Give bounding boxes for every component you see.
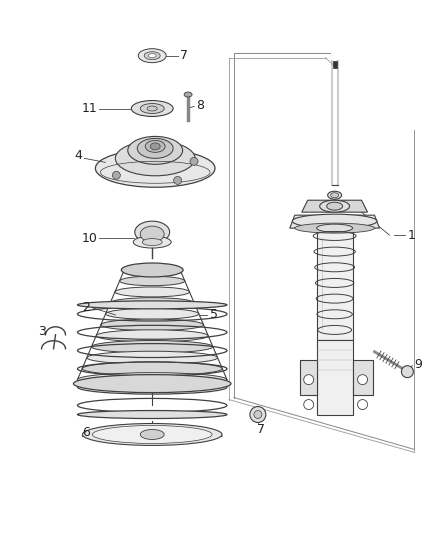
Circle shape xyxy=(357,375,367,385)
Ellipse shape xyxy=(137,139,173,158)
Ellipse shape xyxy=(317,224,353,232)
Ellipse shape xyxy=(147,106,157,111)
Ellipse shape xyxy=(95,149,215,187)
Ellipse shape xyxy=(327,202,343,210)
Polygon shape xyxy=(290,215,379,228)
Ellipse shape xyxy=(124,265,180,274)
Ellipse shape xyxy=(295,223,374,233)
Polygon shape xyxy=(317,340,353,415)
Ellipse shape xyxy=(78,301,227,309)
Circle shape xyxy=(254,410,262,418)
Ellipse shape xyxy=(78,410,227,418)
Ellipse shape xyxy=(106,309,199,319)
Circle shape xyxy=(401,366,413,378)
Polygon shape xyxy=(300,360,317,394)
Ellipse shape xyxy=(148,54,156,58)
Ellipse shape xyxy=(144,52,160,60)
Text: 7: 7 xyxy=(180,49,188,62)
Ellipse shape xyxy=(140,430,164,439)
Ellipse shape xyxy=(82,424,222,446)
Ellipse shape xyxy=(140,226,164,242)
Polygon shape xyxy=(332,61,337,68)
Ellipse shape xyxy=(78,373,227,386)
Ellipse shape xyxy=(184,92,192,97)
Ellipse shape xyxy=(128,136,183,164)
Text: 1: 1 xyxy=(407,229,415,241)
Circle shape xyxy=(113,171,120,179)
Text: 6: 6 xyxy=(82,426,90,439)
Ellipse shape xyxy=(110,297,194,308)
Polygon shape xyxy=(317,228,353,340)
Ellipse shape xyxy=(74,375,231,393)
Ellipse shape xyxy=(138,49,166,63)
Circle shape xyxy=(190,157,198,165)
Text: 10: 10 xyxy=(81,232,97,245)
Ellipse shape xyxy=(115,141,195,176)
Ellipse shape xyxy=(92,341,213,353)
Ellipse shape xyxy=(121,263,183,277)
Ellipse shape xyxy=(135,221,170,243)
Ellipse shape xyxy=(92,425,212,443)
Ellipse shape xyxy=(320,200,350,212)
Ellipse shape xyxy=(96,330,208,342)
Ellipse shape xyxy=(82,362,223,375)
Ellipse shape xyxy=(140,103,164,114)
Ellipse shape xyxy=(115,287,190,297)
Text: 11: 11 xyxy=(81,102,97,115)
Ellipse shape xyxy=(328,191,342,199)
Circle shape xyxy=(173,176,182,184)
Text: 7: 7 xyxy=(257,423,265,436)
Polygon shape xyxy=(353,360,372,394)
Ellipse shape xyxy=(292,214,377,228)
Ellipse shape xyxy=(142,239,162,246)
Text: 8: 8 xyxy=(196,99,204,112)
Text: 9: 9 xyxy=(414,358,422,371)
Text: 5: 5 xyxy=(210,309,218,321)
Ellipse shape xyxy=(87,351,218,364)
Circle shape xyxy=(304,375,314,385)
Ellipse shape xyxy=(145,140,165,152)
Ellipse shape xyxy=(331,193,339,198)
Polygon shape xyxy=(302,200,367,212)
Ellipse shape xyxy=(131,101,173,117)
Ellipse shape xyxy=(150,143,160,150)
Ellipse shape xyxy=(133,236,171,248)
Text: 3: 3 xyxy=(39,325,46,338)
Circle shape xyxy=(357,400,367,409)
Text: 4: 4 xyxy=(74,149,82,162)
Ellipse shape xyxy=(120,276,185,286)
Polygon shape xyxy=(82,424,222,437)
Ellipse shape xyxy=(101,319,204,330)
Circle shape xyxy=(250,407,266,423)
Text: 2: 2 xyxy=(82,301,90,314)
Circle shape xyxy=(304,400,314,409)
